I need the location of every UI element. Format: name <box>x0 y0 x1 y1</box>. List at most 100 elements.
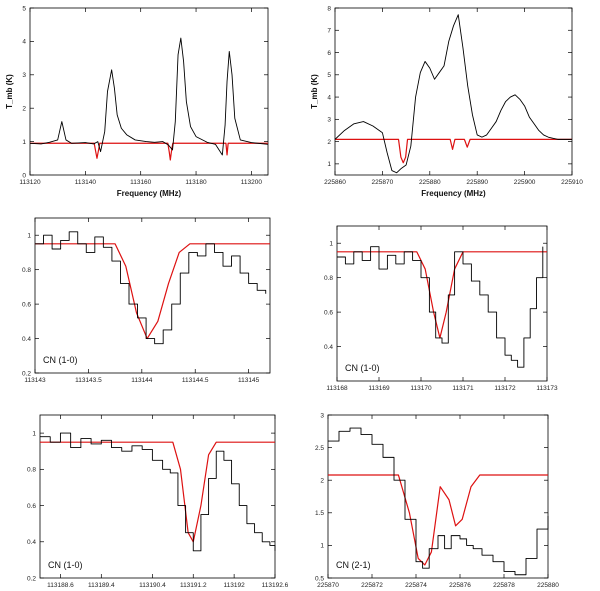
x-tick-label: 113170 <box>410 385 432 392</box>
panel-mid-right: 113168 113169 113170 113171 113172 113173 0.4 0… <box>324 225 558 392</box>
y-tick-label: 0 <box>22 172 26 179</box>
x-tick-label: 113145 <box>238 377 260 384</box>
series-observed-line <box>35 231 267 345</box>
x-tick-label: 225874 <box>405 582 427 589</box>
panel-annotation: CN (1-0) <box>43 355 78 365</box>
series-observed-line <box>337 246 544 368</box>
series-model-line <box>40 441 275 543</box>
y-tick-label: 0.6 <box>324 309 333 316</box>
x-tick-label: 113191.2 <box>180 582 207 589</box>
panel-bottom-right: 225870 225872 225874 225876 225878 225880 0.5 1… <box>315 412 559 589</box>
x-tick-label: 113143 <box>24 377 46 384</box>
y-tick-label: 5 <box>22 5 26 12</box>
y-tick-label: 0.4 <box>27 539 36 546</box>
series-observed-line <box>29 37 269 156</box>
x-tick-label: 113188.6 <box>47 582 74 589</box>
y-tick-label: 2 <box>22 106 26 113</box>
plot-frame <box>34 217 271 374</box>
y-tick-label: 4 <box>327 94 331 101</box>
panel-top-right: 225860 225870 225880 225890 225900 225910 1 2 3 4… <box>310 5 583 198</box>
plot-frame <box>334 7 573 176</box>
x-tick-label: 225880 <box>419 179 441 186</box>
y-tick-label: 4 <box>22 39 26 46</box>
y-tick-label: 2 <box>320 478 324 485</box>
x-tick-label: 113192 <box>224 582 246 589</box>
y-tick-label: 0.4 <box>22 336 31 343</box>
series-observed-line <box>40 432 276 552</box>
y-tick-label: 7 <box>327 28 331 35</box>
series-model-line <box>35 243 270 340</box>
x-tick-label: 113180 <box>185 179 207 186</box>
x-tick-label: 113143.5 <box>75 377 102 384</box>
y-tick-label: 0.8 <box>324 275 333 282</box>
y-tick-label: 0.6 <box>22 301 31 308</box>
panel-bottom-left: 113188.6 113189.4 113190.4 113191.2 113192 11… <box>27 414 289 589</box>
x-tick-label: 225910 <box>561 179 583 186</box>
x-tick-label: 225860 <box>324 179 346 186</box>
x-tick-label: 225900 <box>514 179 536 186</box>
plot-frame <box>327 414 549 579</box>
x-tick-label: 225890 <box>466 179 488 186</box>
x-tick-label: 113173 <box>536 385 558 392</box>
panel-annotation: CN (1-0) <box>345 363 380 373</box>
y-tick-label: 6 <box>327 50 331 57</box>
series-observed-line <box>334 14 572 174</box>
plot-frame <box>336 225 548 382</box>
y-tick-label: 1.5 <box>315 510 324 517</box>
y-tick-label: 1 <box>22 139 26 146</box>
y-axis-title: T_mb (K) <box>310 74 319 109</box>
x-tick-label: 113160 <box>130 179 152 186</box>
plot-frame <box>39 414 276 579</box>
x-tick-label: 225876 <box>449 582 471 589</box>
y-tick-label: 5 <box>327 72 331 79</box>
y-tick-label: 1 <box>327 161 331 168</box>
y-tick-label: 0.4 <box>324 344 333 351</box>
y-tick-label: 2.5 <box>315 445 324 452</box>
x-tick-label: 113171 <box>452 385 474 392</box>
x-tick-label: 113172 <box>494 385 516 392</box>
x-tick-label: 225870 <box>372 179 394 186</box>
panel-top-left: 113120 113140 113160 113180 113200 0 1 2 3 4 5 Freq… <box>5 5 269 198</box>
panel-mid-left: 113143 113143.5 113144 113144.5 113145 0.2 0.4… <box>22 217 271 384</box>
x-tick-label: 225880 <box>537 582 559 589</box>
x-tick-label: 113144.5 <box>182 377 209 384</box>
y-tick-label: 1 <box>27 233 31 240</box>
x-axis-title: Frequency (MHz) <box>117 189 182 198</box>
x-tick-label: 113190.4 <box>139 582 166 589</box>
y-tick-label: 3 <box>320 412 324 419</box>
x-tick-label: 113189.4 <box>88 582 115 589</box>
x-axis-title: Frequency (MHz) <box>421 189 486 198</box>
x-tick-label: 113120 <box>19 179 41 186</box>
y-tick-label: 0.8 <box>27 467 36 474</box>
y-tick-label: 1 <box>32 430 36 437</box>
x-tick-label: 225872 <box>361 582 383 589</box>
y-tick-label: 0.2 <box>22 370 31 377</box>
y-tick-label: 3 <box>22 72 26 79</box>
y-axis-title: T_mb (K) <box>5 74 14 109</box>
series-model-line <box>30 142 268 161</box>
x-tick-label: 113140 <box>75 179 97 186</box>
y-tick-label: 1 <box>329 241 333 248</box>
y-tick-label: 1 <box>320 543 324 550</box>
series-model-line <box>337 251 547 339</box>
panel-annotation: CN (1-0) <box>48 560 83 570</box>
series-model-line <box>328 474 548 566</box>
series-observed-line <box>328 427 549 576</box>
x-tick-label: 113168 <box>326 385 348 392</box>
y-tick-label: 2 <box>327 139 331 146</box>
y-tick-label: 0.6 <box>27 503 36 510</box>
plot-frame <box>29 7 269 176</box>
y-tick-label: 0.5 <box>315 575 324 582</box>
y-tick-label: 8 <box>327 5 331 12</box>
y-tick-label: 0.2 <box>27 575 36 582</box>
x-tick-label: 113144 <box>131 377 153 384</box>
y-tick-label: 3 <box>327 117 331 124</box>
x-tick-label: 113169 <box>368 385 390 392</box>
panel-annotation: CN (2-1) <box>336 560 371 570</box>
x-tick-label: 113200 <box>241 179 263 186</box>
y-tick-label: 0.8 <box>22 267 31 274</box>
x-tick-label: 113192.6 <box>262 582 289 589</box>
x-tick-label: 225878 <box>493 582 515 589</box>
series-model-line <box>335 138 572 164</box>
